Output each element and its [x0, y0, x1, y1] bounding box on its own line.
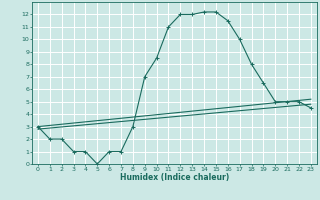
- X-axis label: Humidex (Indice chaleur): Humidex (Indice chaleur): [120, 173, 229, 182]
